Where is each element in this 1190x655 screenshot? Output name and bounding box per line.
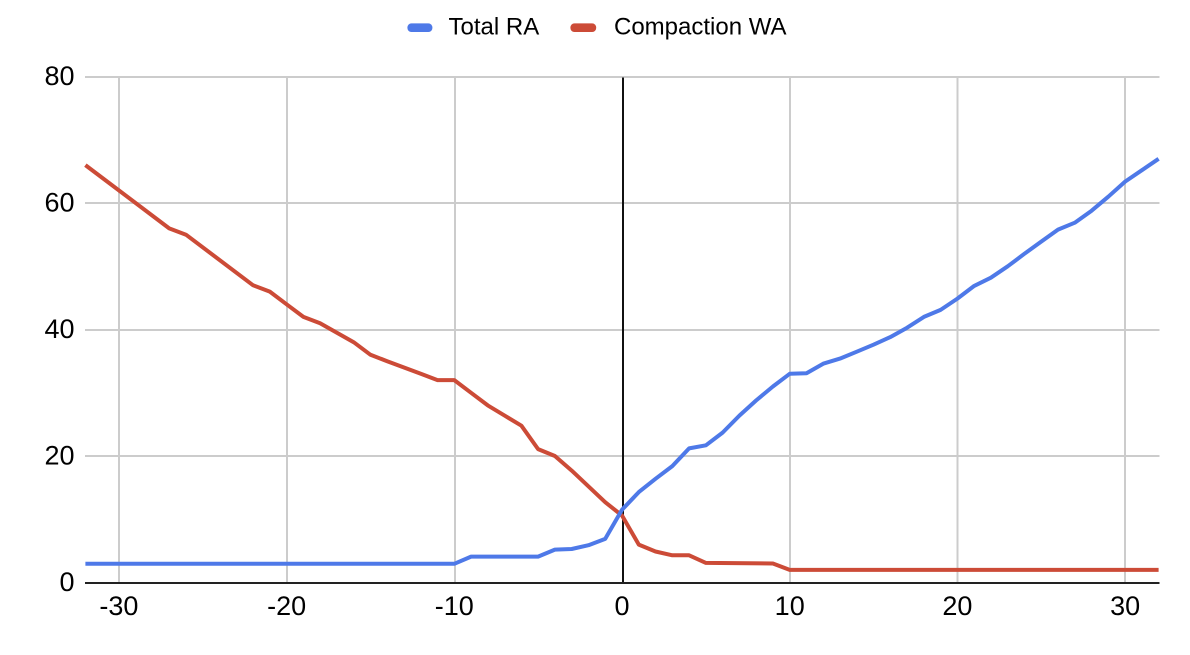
svg-text:0: 0 bbox=[59, 567, 74, 597]
svg-text:40: 40 bbox=[44, 314, 74, 344]
svg-text:-10: -10 bbox=[435, 591, 474, 621]
svg-text:10: 10 bbox=[775, 591, 805, 621]
svg-text:-30: -30 bbox=[99, 591, 138, 621]
svg-text:Compaction WA: Compaction WA bbox=[614, 14, 787, 41]
svg-text:20: 20 bbox=[942, 591, 972, 621]
svg-text:Total RA: Total RA bbox=[449, 14, 540, 41]
svg-text:-20: -20 bbox=[267, 591, 306, 621]
svg-text:20: 20 bbox=[44, 441, 74, 471]
svg-text:30: 30 bbox=[1110, 591, 1140, 621]
svg-text:60: 60 bbox=[44, 188, 74, 218]
svg-text:0: 0 bbox=[614, 591, 629, 621]
svg-text:80: 80 bbox=[44, 61, 74, 91]
